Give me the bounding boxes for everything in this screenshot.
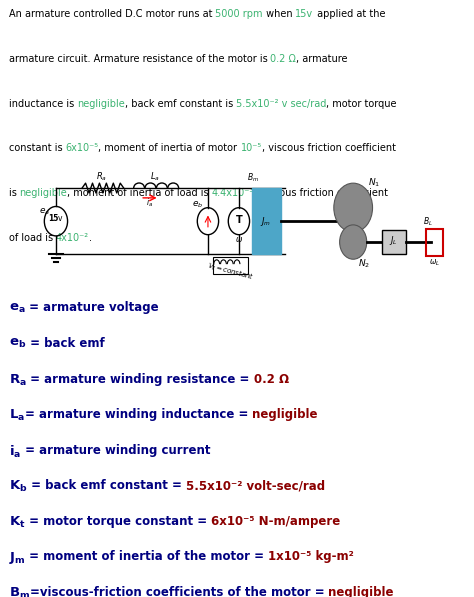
Text: $\mathbf{K_b}$: $\mathbf{K_b}$ [9, 479, 27, 494]
Text: $\mathbf{i_a}$: $\mathbf{i_a}$ [9, 444, 21, 460]
Text: $\mathbf{K_t}$: $\mathbf{K_t}$ [9, 515, 25, 530]
Text: 1x10⁻⁵ kg-m²: 1x10⁻⁵ kg-m² [268, 550, 354, 563]
Text: = armature voltage: = armature voltage [25, 301, 159, 315]
Circle shape [340, 225, 367, 259]
Bar [213, 257, 247, 274]
Text: = armature winding resistance =: = armature winding resistance = [27, 373, 254, 386]
Text: = back emf constant =: = back emf constant = [27, 479, 186, 492]
Text: , viscous friction coefficient: , viscous friction coefficient [255, 188, 388, 198]
Text: $L_a$: $L_a$ [150, 171, 160, 183]
Text: 6x10⁻⁵ N-m/ampere: 6x10⁻⁵ N-m/ampere [211, 515, 341, 528]
Text: $e_a$: $e_a$ [38, 207, 50, 217]
Text: $\mathbf{L_a}$: $\mathbf{L_a}$ [9, 408, 25, 423]
Text: armature circuit. Armature resistance of the motor is: armature circuit. Armature resistance of… [9, 54, 270, 64]
Text: 15v: 15v [295, 9, 313, 19]
Text: $\mathbf{J_m}$: $\mathbf{J_m}$ [9, 550, 25, 566]
Text: 4x10⁻²: 4x10⁻² [56, 233, 89, 243]
Text: negligible: negligible [19, 188, 67, 198]
Text: when: when [263, 9, 295, 19]
Text: of load is: of load is [9, 233, 56, 243]
Text: 6x10⁻⁵: 6x10⁻⁵ [65, 143, 99, 153]
Text: An armature controlled D.C motor runs at: An armature controlled D.C motor runs at [9, 9, 215, 19]
Text: applied at the: applied at the [313, 9, 385, 19]
Text: , viscous friction coefficient: , viscous friction coefficient [262, 143, 396, 153]
Text: 4.4x10⁻³: 4.4x10⁻³ [212, 188, 255, 198]
Text: = motor torque constant =: = motor torque constant = [25, 515, 211, 528]
Text: =viscous-friction coefficients of the motor =: =viscous-friction coefficients of the mo… [30, 586, 328, 597]
Text: = armature winding current: = armature winding current [21, 444, 210, 457]
Text: 10⁻⁵: 10⁻⁵ [240, 143, 262, 153]
Text: T: T [236, 215, 242, 225]
Text: = armature winding inductance =: = armature winding inductance = [25, 408, 252, 421]
Text: $B_m$: $B_m$ [247, 172, 259, 184]
Text: 15: 15 [48, 214, 58, 223]
Text: $\omega$: $\omega$ [235, 235, 243, 244]
Text: , motor torque: , motor torque [327, 99, 397, 109]
Text: $J_L$: $J_L$ [390, 235, 398, 247]
Text: , armature: , armature [296, 54, 348, 64]
Bar [252, 188, 281, 254]
Text: $R_a$: $R_a$ [96, 171, 107, 183]
Text: 5.5x10⁻² v sec/rad: 5.5x10⁻² v sec/rad [236, 99, 327, 109]
Text: , moment of inertia of motor: , moment of inertia of motor [99, 143, 240, 153]
Text: $\mathbf{e_a}$: $\mathbf{e_a}$ [9, 301, 25, 315]
Text: $\omega_L$: $\omega_L$ [429, 257, 440, 267]
Circle shape [334, 183, 373, 232]
Text: $\mathbf{e_b}$: $\mathbf{e_b}$ [9, 337, 26, 350]
Text: , moment of inertia of load is: , moment of inertia of load is [67, 188, 212, 198]
Text: 0.2 Ω: 0.2 Ω [270, 54, 296, 64]
Text: negligible: negligible [328, 586, 394, 597]
Text: 5.5x10⁻² volt-sec/rad: 5.5x10⁻² volt-sec/rad [186, 479, 325, 492]
Text: .: . [89, 233, 92, 243]
Text: $V_f=constant$: $V_f=constant$ [206, 260, 255, 284]
Text: $J_m$: $J_m$ [260, 215, 272, 227]
Text: 5000 rpm: 5000 rpm [215, 9, 263, 19]
Text: inductance is: inductance is [9, 99, 77, 109]
Text: $i_a$: $i_a$ [146, 196, 154, 209]
Text: v: v [57, 214, 62, 223]
Text: = moment of inertia of the motor =: = moment of inertia of the motor = [25, 550, 268, 563]
Text: negligible: negligible [77, 99, 125, 109]
Text: 0.2 Ω: 0.2 Ω [254, 373, 289, 386]
Text: $\mathbf{R_a}$: $\mathbf{R_a}$ [9, 373, 27, 387]
Bar [426, 229, 443, 256]
Bar [382, 230, 406, 254]
Text: $e_b$: $e_b$ [192, 199, 204, 210]
Text: $\mathbf{B_m}$: $\mathbf{B_m}$ [9, 586, 30, 597]
Text: , back emf constant is: , back emf constant is [125, 99, 236, 109]
Text: $N_1$: $N_1$ [368, 177, 380, 189]
Text: $N_2$: $N_2$ [358, 257, 370, 270]
Text: constant is: constant is [9, 143, 65, 153]
Text: negligible: negligible [252, 408, 318, 421]
Text: = back emf: = back emf [26, 337, 105, 350]
Text: $B_L$: $B_L$ [423, 216, 433, 229]
Text: is: is [9, 188, 19, 198]
